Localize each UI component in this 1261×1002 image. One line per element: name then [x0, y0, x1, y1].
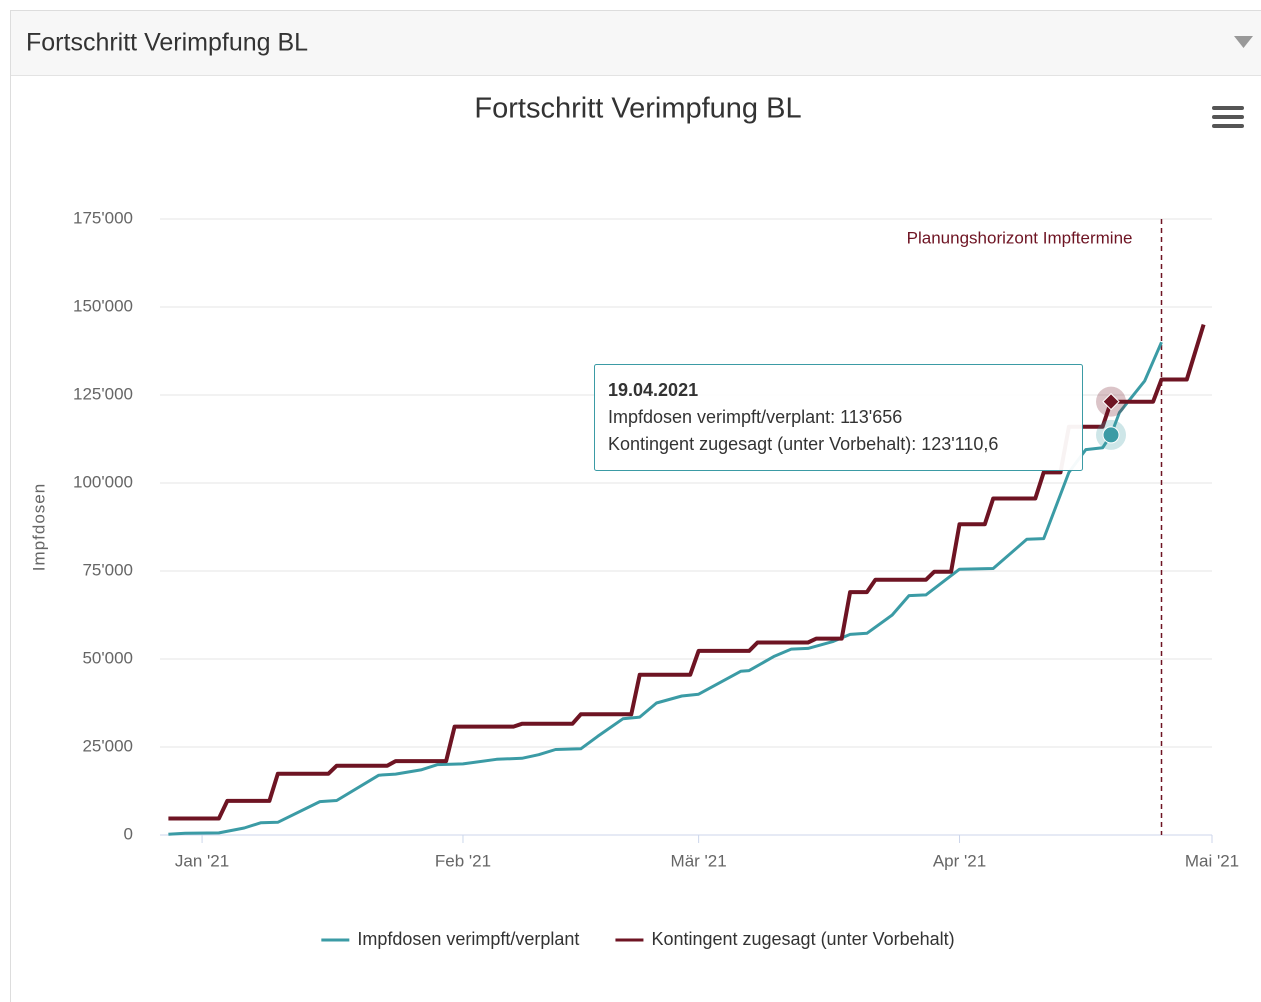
hover-marker: [1102, 392, 1120, 411]
tooltip: 19.04.2021 Impfdosen verimpft/verplant: 1…: [594, 364, 1083, 471]
collapse-toggle[interactable]: [1234, 36, 1253, 48]
y-tick-label: 150'000: [73, 296, 133, 315]
y-tick-label: 50'000: [82, 648, 133, 667]
y-tick-label: 0: [124, 824, 133, 843]
series-line: [168, 324, 1206, 821]
plot-line-label: Planungshorizont Impftermine: [907, 228, 1133, 247]
tooltip-box: [594, 364, 1083, 471]
tooltip-line: Kontingent zugesagt (unter Vorbehalt): 1…: [608, 434, 998, 454]
export-menu[interactable]: [1212, 104, 1244, 130]
tooltip-title: 19.04.2021: [608, 380, 698, 400]
panel-header: [11, 11, 1261, 75]
legend-label[interactable]: Kontingent zugesagt (unter Vorbehalt): [651, 929, 954, 949]
panel-border: [10, 10, 1261, 1002]
tooltip-line: Impfdosen verimpft/verplant: 113'656: [608, 407, 902, 427]
y-tick-label: 25'000: [82, 736, 133, 755]
y-tick-label: 125'000: [73, 384, 133, 403]
chart-title: Fortschritt Verimpfung BL: [474, 93, 801, 125]
x-tick-label: Mai '21: [1185, 851, 1239, 870]
x-tick-label: Mär '21: [671, 851, 727, 870]
legend-label[interactable]: Impfdosen verimpft/verplant: [357, 929, 579, 949]
x-tick-label: Apr '21: [933, 851, 986, 870]
hover-marker: [1102, 426, 1120, 444]
y-tick-label: 175'000: [73, 208, 133, 227]
y-axis-label: Impfdosen: [29, 483, 48, 571]
legend: Impfdosen verimpft/verplant Kontingent zu…: [321, 929, 955, 949]
panel-title: Fortschritt Verimpfung BL: [26, 29, 308, 57]
x-tick-label: Jan '21: [175, 851, 229, 870]
x-tick-label: Feb '21: [435, 851, 491, 870]
y-tick-label: 100'000: [73, 472, 133, 491]
series-line: [168, 341, 1163, 836]
y-tick-label: 75'000: [82, 560, 133, 579]
